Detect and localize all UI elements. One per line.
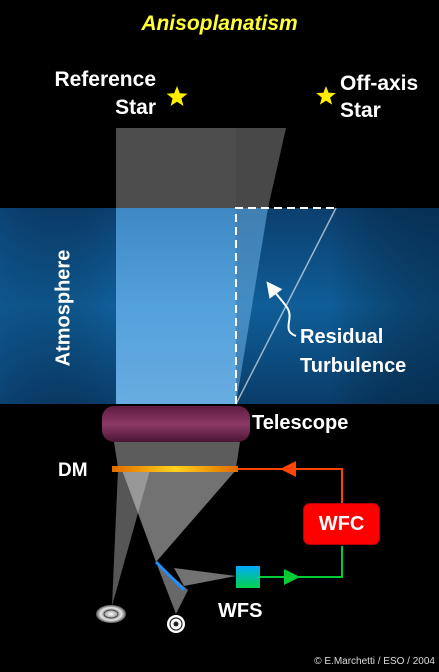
credit-line: © E.Marchetti / ESO / 2004	[314, 656, 435, 667]
telescope-label: Telescope	[252, 412, 349, 434]
dm-label: DM	[58, 460, 88, 481]
telescope-body	[102, 406, 250, 442]
reference-beam-upper	[116, 128, 236, 208]
on-axis-spot-core	[173, 621, 179, 627]
beam-splitter	[154, 560, 186, 592]
off-axis-beam-atmosphere	[236, 208, 268, 404]
residual-turbulence-outline	[235, 207, 336, 404]
diagram-title: Anisoplanatism	[141, 12, 298, 35]
wfc-to-dm-line	[238, 468, 343, 503]
beam-to-on-axis-spot	[156, 562, 188, 614]
residual-turbulence-label: Residual Turbulence	[300, 326, 407, 377]
off-axis-spot-ring	[103, 609, 119, 619]
off-axis-star-icon	[316, 86, 336, 105]
atmosphere-label: Atmosphere	[52, 249, 75, 367]
off-axis-beam-upper	[236, 128, 286, 208]
wfs-sensor	[236, 566, 260, 588]
residual-pointer-arrow	[266, 281, 297, 337]
on-axis-spot-ring	[169, 617, 183, 631]
off-axis-star-label: Off-axis Star	[340, 72, 419, 122]
reference-star-icon	[166, 86, 188, 106]
wfc-box: WFC	[303, 503, 380, 545]
wfs-to-wfc-line	[260, 546, 343, 578]
wfs-label: WFS	[218, 600, 263, 622]
telescope-output-cone	[114, 442, 240, 468]
beam-to-wfs	[174, 568, 236, 586]
off-axis-spot	[96, 605, 126, 623]
deformable-mirror	[112, 466, 238, 472]
beam-to-wfs-path	[122, 470, 236, 562]
reference-beam-atmosphere	[116, 208, 236, 404]
reference-star-label: Reference Star	[54, 68, 156, 119]
